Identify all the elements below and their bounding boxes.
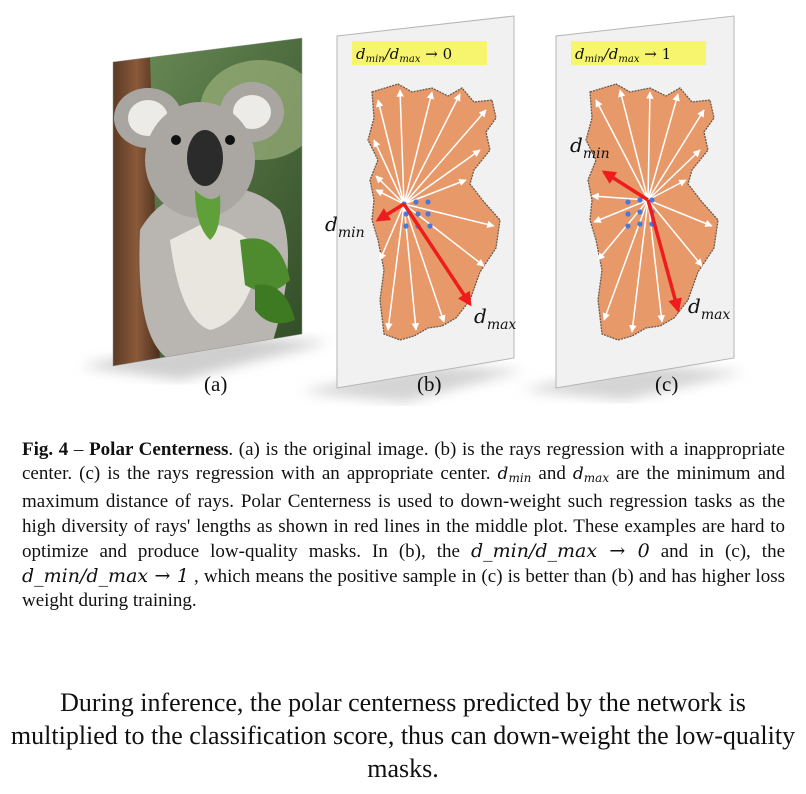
figure-caption: Fig. 4 – Polar Centerness. (a) is the or… (22, 438, 785, 613)
caption-fig-label: Fig. 4 (22, 439, 69, 460)
dmin-label-c: dmin (570, 133, 610, 162)
dmin-ray-c (601, 170, 649, 202)
caption-dmax-sub: max (583, 471, 610, 486)
figure-4: dmin/dmax → 0 dmin dmax (80, 15, 745, 402)
caption-dmin: d (497, 464, 509, 485)
dmax-ray-b (402, 203, 472, 307)
badge-b-text: dmin/dmax → 0 (356, 45, 452, 65)
caption-ratio-c: d_min/d_max → 1 (22, 565, 189, 588)
dmin-ray-b (375, 202, 405, 222)
badge-c-text: dmin/dmax → 1 (575, 45, 671, 65)
figure-4-graphic: dmin/dmax → 0 dmin dmax (80, 15, 745, 402)
caption-dmin-sub: min (508, 471, 532, 486)
panel-c-shadow (520, 365, 745, 400)
caption-dmax: d (572, 464, 584, 485)
caption-ratio-b: d_min/d_max → 0 (470, 539, 650, 562)
panel-b-rays: dmin/dmax → 0 dmin dmax (325, 15, 516, 389)
caption-text-1: . (a) is the original image. (b) is the … (22, 439, 785, 485)
panel-a-label: (a) (204, 372, 228, 396)
panel-a-shadow (80, 336, 330, 380)
badge-c (571, 41, 706, 65)
panel-b-label: (b) (417, 372, 442, 396)
panel-a-photo (113, 38, 302, 366)
dmax-label-c: dmax (688, 294, 730, 323)
panel-c-rays: dmin/dmax → 1 dmin dmax (555, 15, 735, 389)
body-paragraph: During inference, the polar centerness p… (10, 688, 796, 783)
caption-title: Polar Centerness (89, 439, 229, 460)
badge-b (352, 41, 487, 65)
dmin-label-b: dmin (325, 212, 365, 241)
panel-c-label: (c) (655, 372, 679, 396)
dmax-ray-c (646, 199, 682, 313)
dmax-label-b: dmax (474, 304, 516, 333)
caption-and: and (531, 463, 573, 485)
panel-b-shadow (300, 365, 525, 402)
caption-text-3: and in (c), the (649, 540, 785, 562)
caption-text-2: are the minimum and maximum distance of … (22, 463, 785, 562)
caption-text-4: , which means the positive sample in (c)… (22, 566, 785, 612)
caption-dash: – (68, 439, 90, 460)
